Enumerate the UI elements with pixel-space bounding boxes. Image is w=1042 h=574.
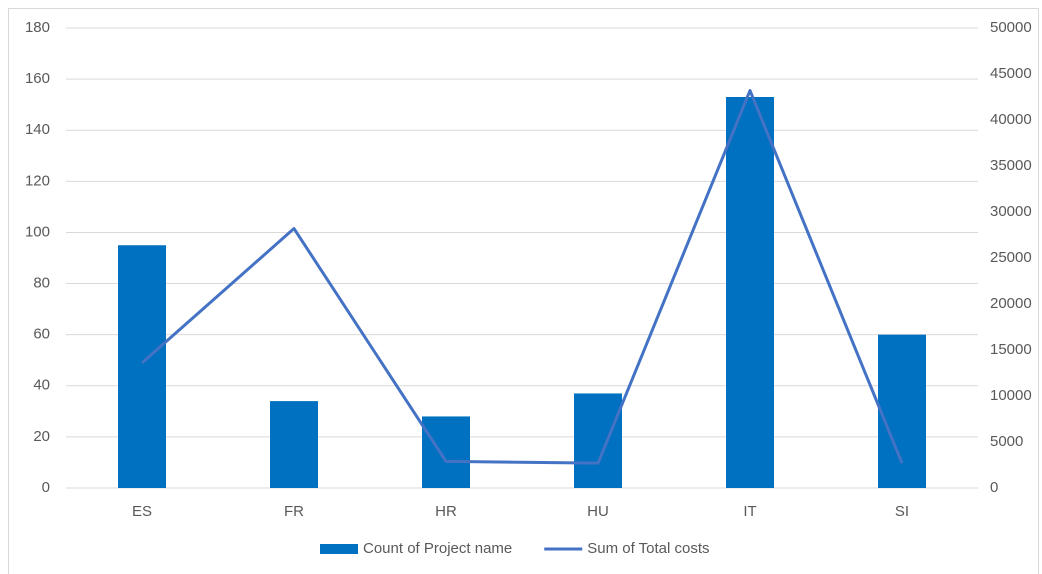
y2-tick-label: 20000 — [990, 295, 1032, 312]
y-tick-label: 20 — [33, 428, 50, 445]
legend-swatch — [320, 544, 358, 554]
y2-tick-label: 35000 — [990, 157, 1032, 174]
bar — [270, 401, 318, 488]
bar — [422, 416, 470, 488]
y2-tick-label: 15000 — [990, 341, 1032, 358]
x-tick-label: SI — [895, 503, 909, 520]
chart-border — [8, 8, 1039, 574]
y-tick-label: 60 — [33, 326, 50, 343]
y2-tick-label: 40000 — [990, 111, 1032, 128]
y2-tick-label: 0 — [990, 479, 998, 496]
y-tick-label: 120 — [25, 172, 50, 189]
y2-tick-label: 30000 — [990, 203, 1032, 220]
bar — [574, 393, 622, 488]
bar — [878, 334, 926, 488]
x-tick-label: HR — [435, 503, 457, 520]
legend-label: Count of Project name — [363, 540, 512, 557]
x-tick-label: HU — [587, 503, 609, 520]
y-tick-label: 160 — [25, 70, 50, 87]
y-tick-label: 140 — [25, 121, 50, 138]
y2-tick-label: 45000 — [990, 65, 1032, 82]
bar — [726, 97, 774, 488]
y-tick-label: 40 — [33, 377, 50, 394]
y2-tick-label: 50000 — [990, 19, 1032, 36]
bar — [118, 245, 166, 488]
y-tick-label: 80 — [33, 275, 50, 292]
y2-tick-label: 25000 — [990, 249, 1032, 266]
legend-label: Sum of Total costs — [587, 540, 709, 557]
y-tick-label: 100 — [25, 223, 50, 240]
y2-tick-label: 10000 — [990, 387, 1032, 404]
y2-tick-label: 5000 — [990, 433, 1023, 450]
y-tick-label: 0 — [42, 479, 50, 496]
y-tick-label: 180 — [25, 19, 50, 36]
x-tick-label: ES — [132, 503, 152, 520]
line — [141, 89, 904, 465]
x-tick-label: IT — [743, 503, 756, 520]
x-tick-label: FR — [284, 503, 304, 520]
